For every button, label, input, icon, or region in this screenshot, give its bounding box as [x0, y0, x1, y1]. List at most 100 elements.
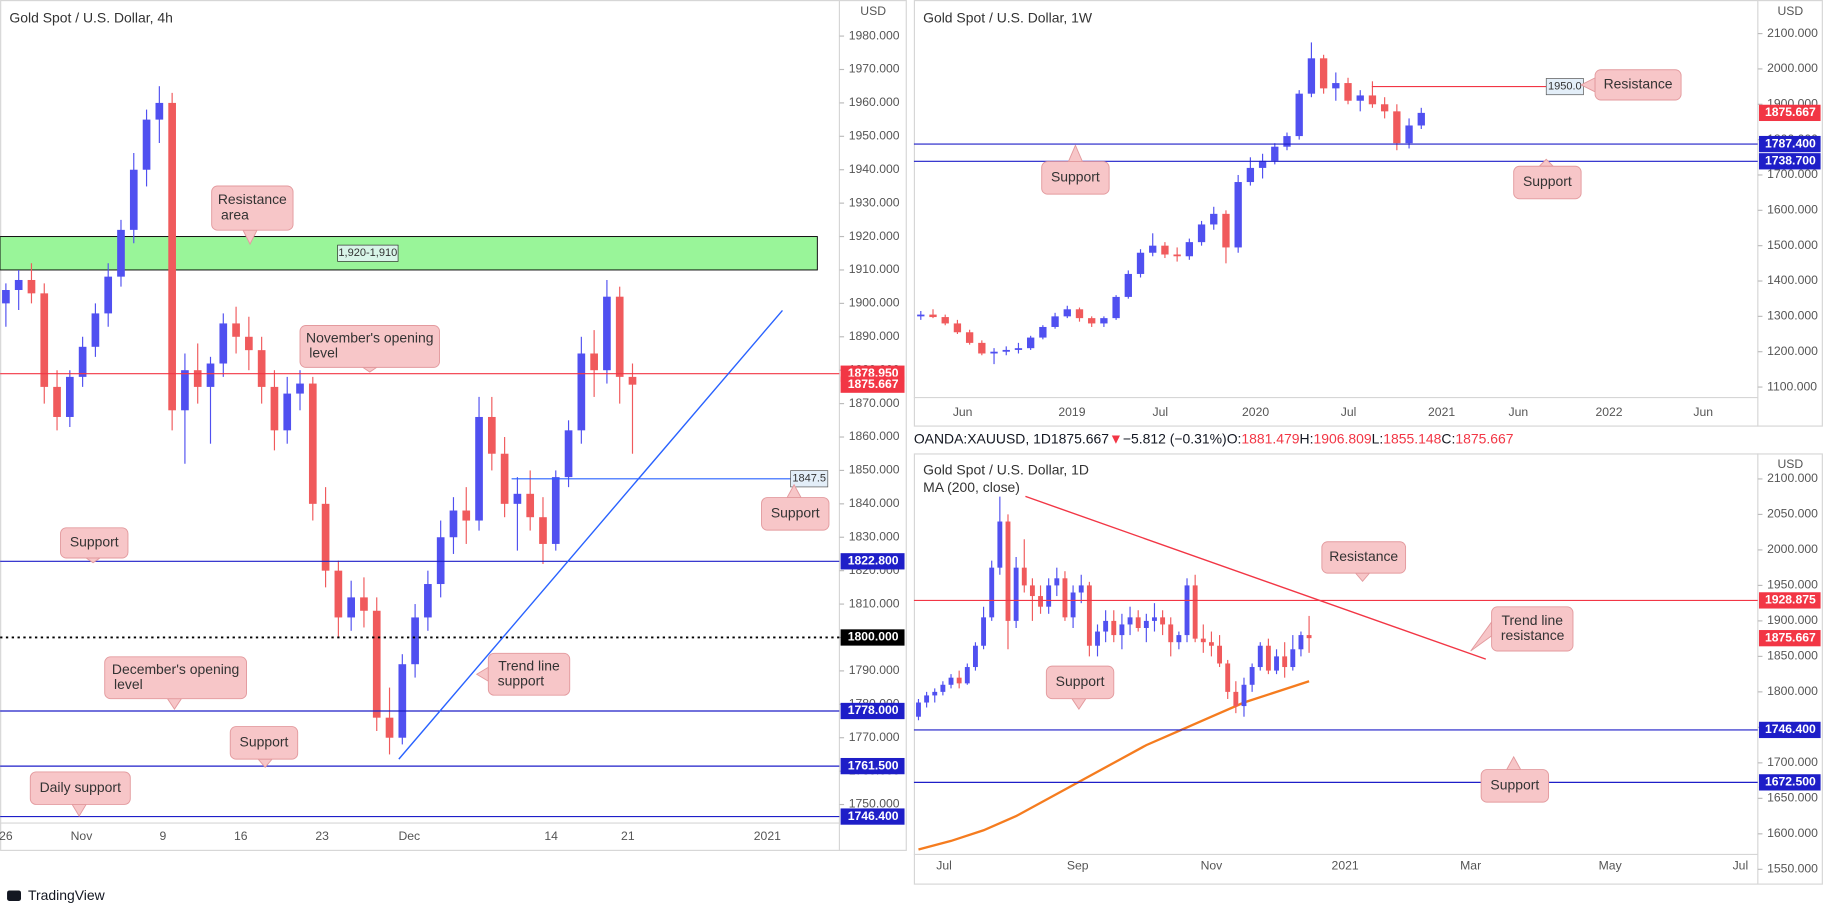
- currency-label: USD: [1778, 4, 1804, 18]
- candle-body: [1319, 58, 1328, 89]
- price-label: 1778.000: [848, 703, 899, 717]
- plot: [913, 42, 1758, 365]
- candle-body: [1249, 667, 1255, 685]
- candle-body: [2, 290, 10, 304]
- y-tick-label: 1200.000: [1767, 344, 1818, 358]
- price-label-box: [840, 376, 905, 393]
- y-tick-label: 1300.000: [1767, 309, 1818, 323]
- x-tick-label: 26: [0, 829, 13, 843]
- candle-body: [1222, 213, 1230, 248]
- y-tick-label: 1550.000: [1767, 862, 1818, 876]
- candle-body: [1184, 585, 1190, 636]
- candle-body: [539, 517, 547, 544]
- price-label: 1822.800: [848, 554, 899, 568]
- x-tick-label: 2022: [1595, 405, 1622, 419]
- chart-title: Gold Spot / U.S. Dollar, 1D: [923, 462, 1089, 478]
- x-tick-label: Jul: [1341, 405, 1357, 419]
- trend-line: [1025, 495, 1487, 660]
- candle-body: [603, 296, 611, 371]
- candle-body: [193, 370, 202, 387]
- price-label-box: [840, 757, 905, 775]
- candle-body: [142, 119, 151, 170]
- candle-body: [564, 430, 573, 478]
- callout-text: December's opening: [112, 661, 239, 677]
- x-tick-label: Jun: [1693, 405, 1713, 419]
- candle-body: [155, 102, 164, 120]
- candle-body: [1306, 635, 1312, 639]
- candle-body: [1274, 656, 1279, 671]
- currency-label: USD: [1778, 457, 1804, 471]
- y-tick-label: 1790.000: [849, 663, 900, 677]
- candle-body: [965, 332, 974, 343]
- callout: [487, 652, 571, 696]
- level-tag-label: 1847.5: [792, 473, 826, 485]
- y-tick-label: 1890.000: [849, 329, 900, 343]
- plot: [913, 496, 1758, 851]
- candle-body: [1417, 112, 1425, 126]
- candle-body: [462, 510, 471, 521]
- callout-text: resistance: [1501, 627, 1565, 643]
- candle-body: [1257, 645, 1263, 668]
- candle-body: [948, 677, 954, 685]
- candle-body: [1119, 624, 1125, 636]
- price-label: 1738.700: [1765, 154, 1816, 168]
- callout: [1491, 606, 1574, 652]
- x-tick-label: Mar: [1460, 858, 1481, 872]
- x-tick-label: 9: [159, 829, 166, 843]
- x-tick-label: 2021: [754, 829, 781, 843]
- x-tick-label: Jul: [1152, 405, 1168, 419]
- y-tick-label: 1870.000: [849, 396, 900, 410]
- charts: Gold Spot / U.S. Dollar, 4h USD1750.00017…: [0, 4, 1821, 876]
- candle-body: [40, 293, 49, 387]
- logo: [7, 890, 22, 901]
- symbol-info: OANDA:XAUUSD, 1D1875.667▼−5.812 (−0.31%)…: [914, 430, 1514, 446]
- x-tick-label: 21: [621, 829, 635, 843]
- candle-body: [941, 317, 949, 324]
- y-tick-label: 1770.000: [849, 730, 900, 744]
- callout-text: Resistance: [218, 191, 287, 207]
- candle-body: [1021, 567, 1027, 586]
- candle-body: [916, 702, 921, 717]
- candle-body: [924, 695, 930, 703]
- x-tick-label: 2021: [1428, 405, 1455, 419]
- x-tick-label: Nov: [1201, 858, 1224, 872]
- y-tick-label: 2100.000: [1767, 26, 1818, 40]
- candle-body: [78, 346, 87, 377]
- y-tick-label: 1100.000: [1767, 379, 1817, 393]
- price-label-box: [1758, 774, 1821, 791]
- callout: [1321, 541, 1407, 574]
- candle-body: [1136, 252, 1145, 274]
- candle-body: [1332, 83, 1340, 89]
- candle-body: [424, 584, 432, 618]
- candle-body: [385, 717, 394, 738]
- price-label: 1672.500: [1765, 775, 1816, 789]
- callout-text: Resistance: [1329, 548, 1398, 564]
- level-tag-label: 1950.0: [1548, 81, 1582, 93]
- candle-body: [932, 691, 938, 696]
- candle-body: [1225, 663, 1231, 692]
- candle-body: [628, 376, 637, 385]
- candle-body: [117, 229, 125, 277]
- candle-body: [990, 351, 998, 354]
- candle-body: [1290, 649, 1296, 668]
- candle-body: [1111, 620, 1117, 636]
- callout-text: area: [221, 206, 249, 222]
- change-arrow: ▼: [1109, 430, 1123, 446]
- candle-body: [475, 416, 483, 521]
- price-label-box: [840, 629, 905, 646]
- candle-body: [1112, 296, 1120, 319]
- callout-text: November's opening: [306, 330, 433, 346]
- candle-body: [1168, 624, 1174, 643]
- y-tick-label: 1930.000: [849, 195, 900, 209]
- callout-text: Support: [240, 734, 289, 750]
- candle-body: [1173, 254, 1181, 257]
- candle-body: [997, 521, 1003, 568]
- y-tick-label: 1940.000: [849, 162, 900, 176]
- candle-body: [1002, 349, 1010, 352]
- indicator-label: MA (200, close): [923, 479, 1020, 495]
- footer-brand: TradingView: [28, 887, 106, 903]
- y-tick-label: 2000.000: [1767, 542, 1818, 556]
- candle-body: [283, 393, 292, 431]
- candle-body: [1298, 635, 1304, 650]
- x-tick-label: Jul: [1733, 858, 1749, 872]
